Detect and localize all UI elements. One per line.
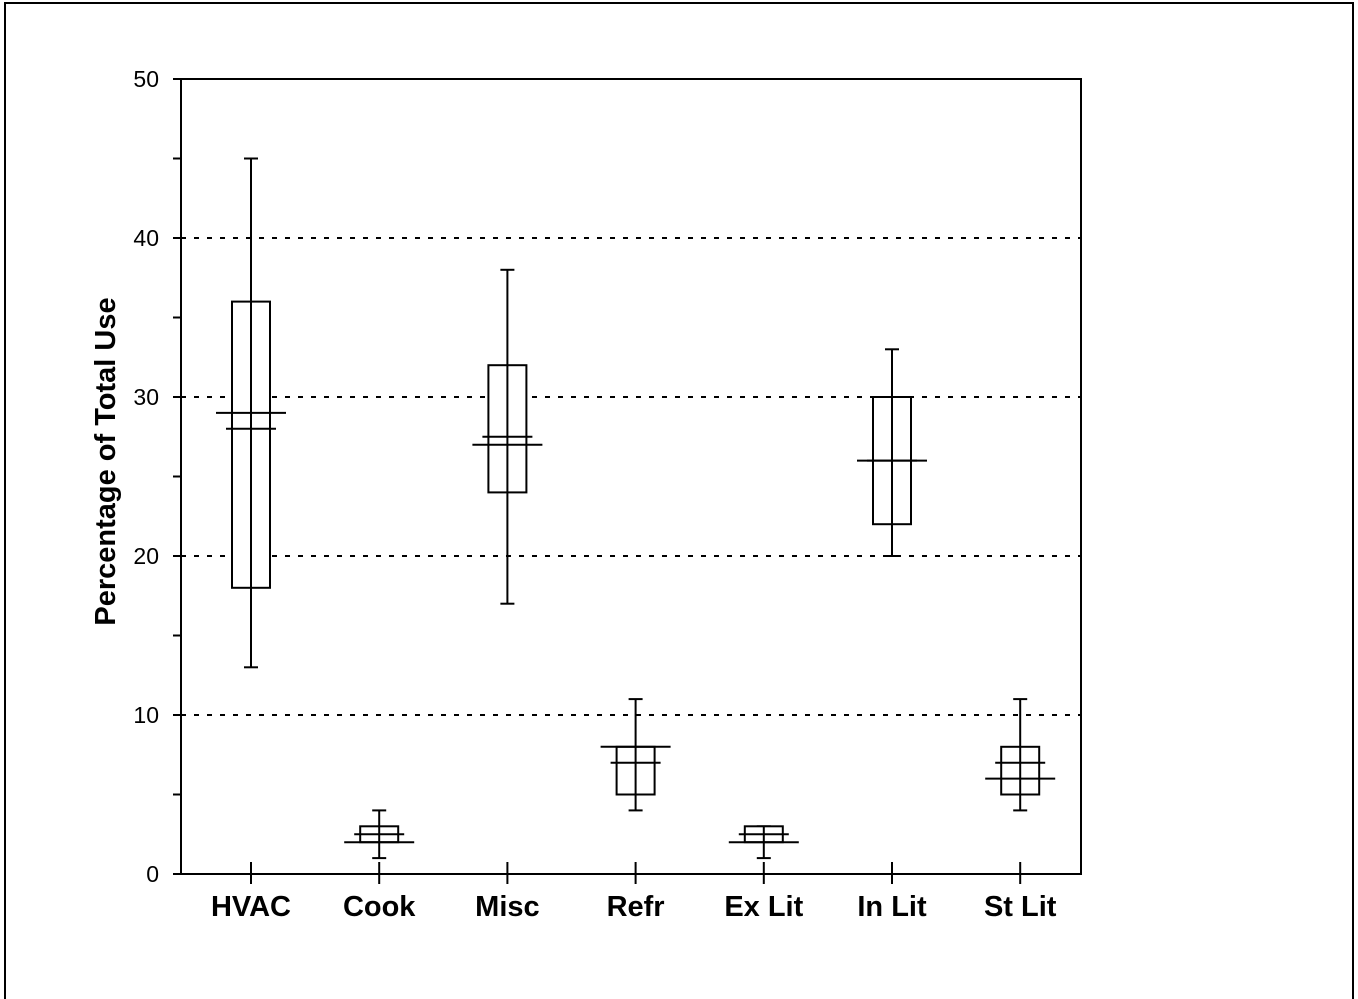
x-category-label: Cook bbox=[343, 891, 416, 923]
box-cook bbox=[344, 809, 415, 860]
box-series bbox=[216, 157, 1056, 860]
y-tick-label: 20 bbox=[133, 543, 159, 569]
x-category-label: In Lit bbox=[857, 891, 927, 923]
box-in-lit bbox=[857, 348, 927, 557]
y-tick-label: 40 bbox=[133, 225, 159, 251]
x-category-label: Ex Lit bbox=[724, 891, 803, 923]
box-hvac bbox=[216, 157, 286, 669]
y-axis-title: Percentage of Total Use bbox=[90, 297, 122, 625]
y-tick-label: 0 bbox=[146, 861, 159, 887]
x-axis-ticks: HVAC Cook Misc Refr Ex Lit In Lit St Lit bbox=[211, 862, 1057, 923]
y-axis-ticks: 0 10 20 30 40 50 bbox=[133, 66, 181, 887]
y-tick-label: 50 bbox=[133, 66, 159, 92]
y-tick-label: 30 bbox=[133, 384, 159, 410]
chart-frame bbox=[4, 2, 1354, 999]
x-category-label: St Lit bbox=[984, 891, 1057, 923]
y-tick-label: 10 bbox=[133, 702, 159, 728]
x-category-label: HVAC bbox=[211, 891, 291, 923]
x-category-label: Refr bbox=[607, 891, 665, 923]
box-ex-lit bbox=[728, 825, 799, 860]
box-st-lit bbox=[985, 698, 1056, 812]
x-category-label: Misc bbox=[475, 891, 539, 923]
box-misc bbox=[472, 268, 543, 605]
gridlines bbox=[181, 237, 1081, 716]
box-refr bbox=[600, 698, 671, 812]
